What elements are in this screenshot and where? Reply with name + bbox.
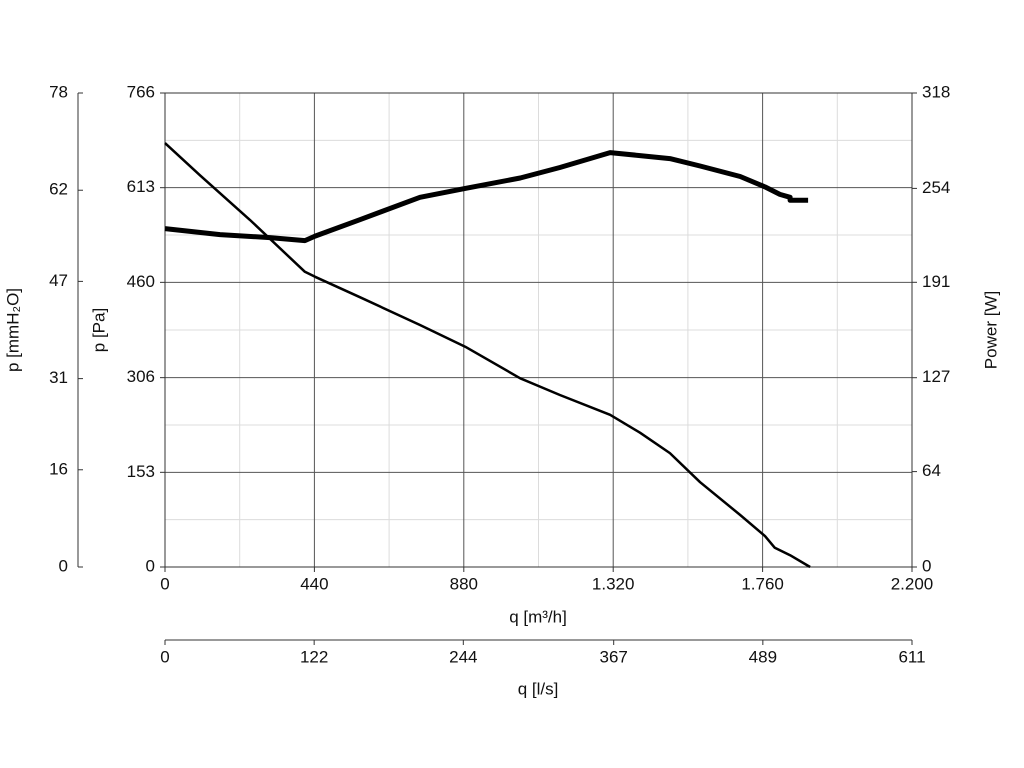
x2-tick-label: 367	[600, 647, 628, 666]
x-axis-label: q [m³/h]	[509, 607, 567, 626]
curve	[164, 142, 811, 569]
x-tick-label: 1.760	[741, 574, 784, 593]
x-tick-label: 440	[300, 574, 328, 593]
y3-tick-label: 31	[49, 368, 68, 387]
y2-tick-label: 191	[922, 272, 950, 291]
y2-tick-label: 254	[922, 178, 950, 197]
y2-tick-label: 318	[922, 82, 950, 101]
y3-tick-label: 78	[49, 82, 68, 101]
y3-tick-label: 62	[49, 180, 68, 199]
y-tick-label: 306	[127, 367, 155, 386]
y-tick-label: 766	[127, 82, 155, 101]
x-tick-label: 2.200	[891, 574, 934, 593]
y2-tick-label: 0	[922, 556, 931, 575]
x-tick-label: 880	[450, 574, 478, 593]
plot-frame	[164, 92, 913, 568]
x-tick-label: 1.320	[592, 574, 635, 593]
x2-tick-label: 489	[749, 647, 777, 666]
curve	[164, 150, 809, 244]
x2-tick-label: 244	[449, 647, 477, 666]
x2-tick-label: 0	[160, 647, 169, 666]
x2-tick-label: 611	[898, 647, 925, 666]
y-axis-label: p [Pa]	[89, 308, 108, 352]
y2-tick-label: 127	[922, 367, 950, 386]
y-tick-label: 153	[127, 462, 155, 481]
y3-tick-label: 47	[49, 271, 68, 290]
y3-tick-label: 0	[59, 556, 68, 575]
y-tick-label: 460	[127, 272, 155, 291]
y-tick-label: 0	[146, 556, 155, 575]
x2-axis-label: q [l/s]	[518, 679, 559, 698]
y2-tick-label: 64	[922, 461, 941, 480]
x-tick-label: 0	[160, 574, 169, 593]
y3-axis-label: p [mmH₂O]	[3, 288, 22, 372]
y-tick-label: 613	[127, 177, 155, 196]
x2-tick-label: 122	[300, 647, 328, 666]
y2-axis-label: Power [W]	[981, 291, 1000, 369]
y3-tick-label: 16	[49, 459, 68, 478]
